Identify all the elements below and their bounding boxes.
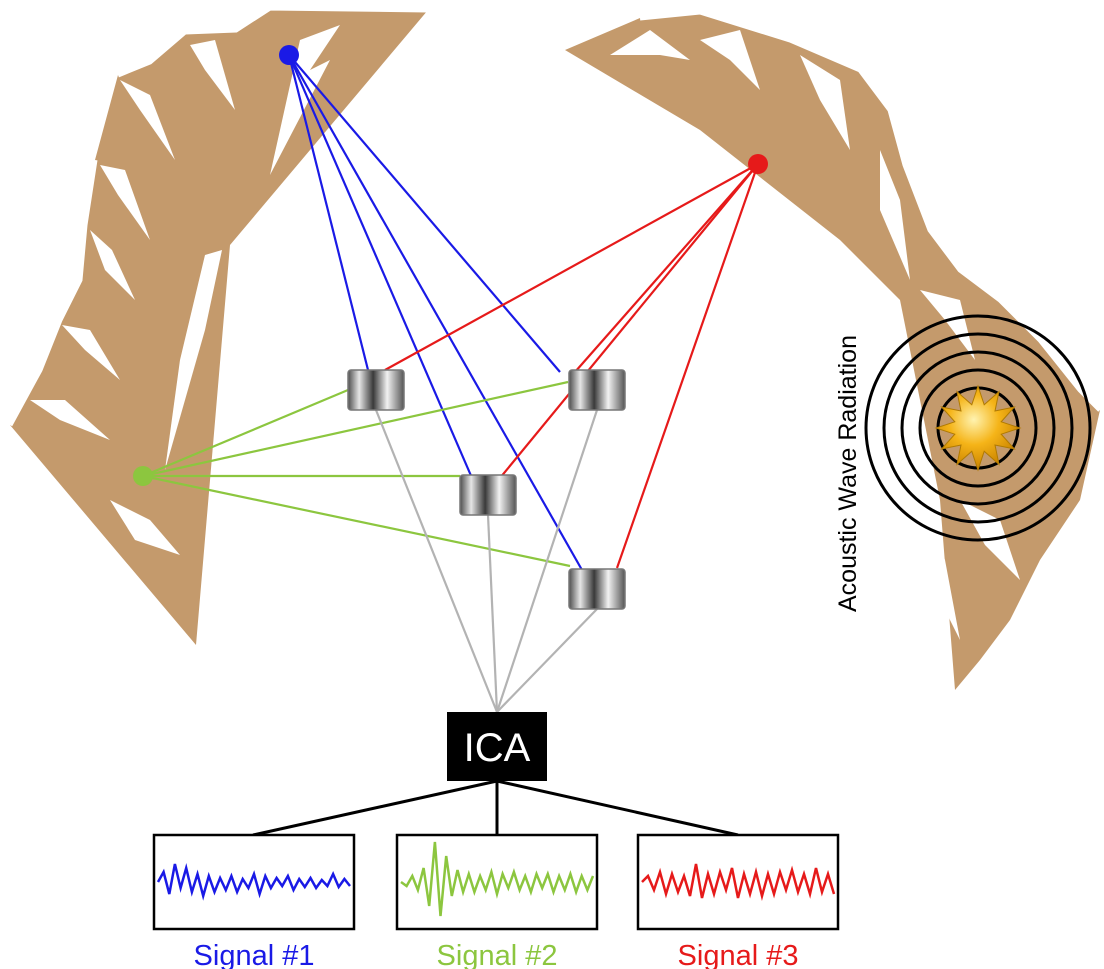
blue-path-3 xyxy=(287,54,474,479)
propagation-paths xyxy=(142,54,760,713)
source-dot-green xyxy=(133,466,153,486)
green-path-0 xyxy=(142,388,349,478)
source-dot-blue xyxy=(279,45,299,65)
sensor-to-ica-3 xyxy=(496,608,598,713)
blue-path-2 xyxy=(288,54,561,373)
wave-ring-3 xyxy=(900,350,1056,506)
red-path-0 xyxy=(384,163,759,371)
output-signals: Signal #1 Signal #2 Signal #3 xyxy=(152,833,840,969)
wave-ring-2 xyxy=(918,368,1038,488)
signal-3-waveform xyxy=(641,863,836,901)
wave-ring-5 xyxy=(864,314,1092,542)
acoustic-source-burst-icon xyxy=(934,384,1022,472)
left-mountain-range xyxy=(7,5,429,645)
signal-3-box xyxy=(636,833,840,931)
red-path-2 xyxy=(499,163,759,479)
sensor-3 xyxy=(459,474,517,516)
blue-path-0 xyxy=(287,54,370,371)
sensor-4 xyxy=(568,568,626,610)
sensor-to-ica-2 xyxy=(486,514,499,713)
sensor-2 xyxy=(568,369,626,411)
ica-output-tree xyxy=(252,779,739,837)
right-mountain-range xyxy=(565,9,1102,690)
green-path-3 xyxy=(142,474,571,568)
blue-path-1 xyxy=(288,54,583,571)
ica-label: ICA xyxy=(464,726,531,770)
signal-1-label: Signal #1 xyxy=(194,940,315,969)
source-dot-red xyxy=(748,154,768,174)
sensor-to-ica-1 xyxy=(495,409,599,713)
red-path-3 xyxy=(615,163,760,569)
signal-2-panel: Signal #2 xyxy=(395,833,599,969)
sensor-to-ica-0 xyxy=(374,409,499,713)
sensor-1 xyxy=(347,369,405,411)
green-path-1 xyxy=(142,380,569,478)
signal-2-label: Signal #2 xyxy=(437,940,558,969)
acoustic-wave-label: Acoustic Wave Radiation xyxy=(834,335,862,612)
red-path-1 xyxy=(574,163,759,373)
signal-2-waveform xyxy=(400,841,595,917)
signal-1-panel: Signal #1 xyxy=(152,833,356,969)
ica-box xyxy=(447,712,547,781)
sensor-array xyxy=(347,369,626,610)
wave-ring-4 xyxy=(882,332,1074,524)
signal-1-waveform xyxy=(156,863,351,901)
signal-3-label: Signal #3 xyxy=(678,940,799,969)
signal-3-panel: Signal #3 xyxy=(636,833,840,969)
